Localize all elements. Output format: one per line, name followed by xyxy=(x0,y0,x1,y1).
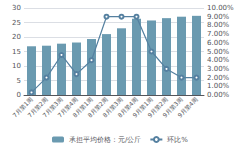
svg-text:8月第2周: 8月第2周 xyxy=(85,95,109,119)
svg-text:8月第1周: 8月第1周 xyxy=(70,95,94,119)
svg-text:8月第3周: 8月第3周 xyxy=(100,95,124,119)
svg-text:5: 5 xyxy=(17,77,21,85)
svg-text:7月第3周: 7月第3周 xyxy=(40,95,64,119)
svg-text:8月第4周: 8月第4周 xyxy=(115,95,139,119)
svg-text:9月第4周: 9月第4周 xyxy=(176,96,199,119)
svg-text:20: 20 xyxy=(12,33,21,41)
svg-text:5.00%: 5.00% xyxy=(207,48,230,56)
svg-text:3.00%: 3.00% xyxy=(207,65,230,73)
svg-text:2.00%: 2.00% xyxy=(207,74,230,82)
svg-text:10.00%: 10.00% xyxy=(207,4,234,12)
svg-text:承担平均价格：元/公斤: 承担平均价格：元/公斤 xyxy=(69,136,141,144)
svg-text:0: 0 xyxy=(17,91,21,99)
svg-text:15: 15 xyxy=(12,48,21,56)
svg-text:8.00%: 8.00% xyxy=(207,21,230,29)
svg-text:9月第2周: 9月第2周 xyxy=(145,95,169,119)
svg-text:7.00%: 7.00% xyxy=(207,30,230,38)
svg-text:7月第1周: 7月第1周 xyxy=(10,95,34,119)
svg-text:7月第2周: 7月第2周 xyxy=(25,95,49,119)
svg-text:10: 10 xyxy=(12,62,21,70)
svg-text:4.00%: 4.00% xyxy=(207,56,230,64)
svg-text:9月第3周: 9月第3周 xyxy=(160,95,184,119)
svg-text:30: 30 xyxy=(12,4,21,12)
svg-text:6.00%: 6.00% xyxy=(207,39,230,47)
svg-text:1.00%: 1.00% xyxy=(207,82,230,90)
svg-text:25: 25 xyxy=(12,19,21,27)
svg-text:7月第4周: 7月第4周 xyxy=(55,95,79,119)
svg-text:9月第1周: 9月第1周 xyxy=(130,95,154,119)
svg-text:9.00%: 9.00% xyxy=(207,13,230,21)
svg-text:环比%: 环比% xyxy=(167,136,188,144)
svg-text:0.00%: 0.00% xyxy=(207,91,230,99)
